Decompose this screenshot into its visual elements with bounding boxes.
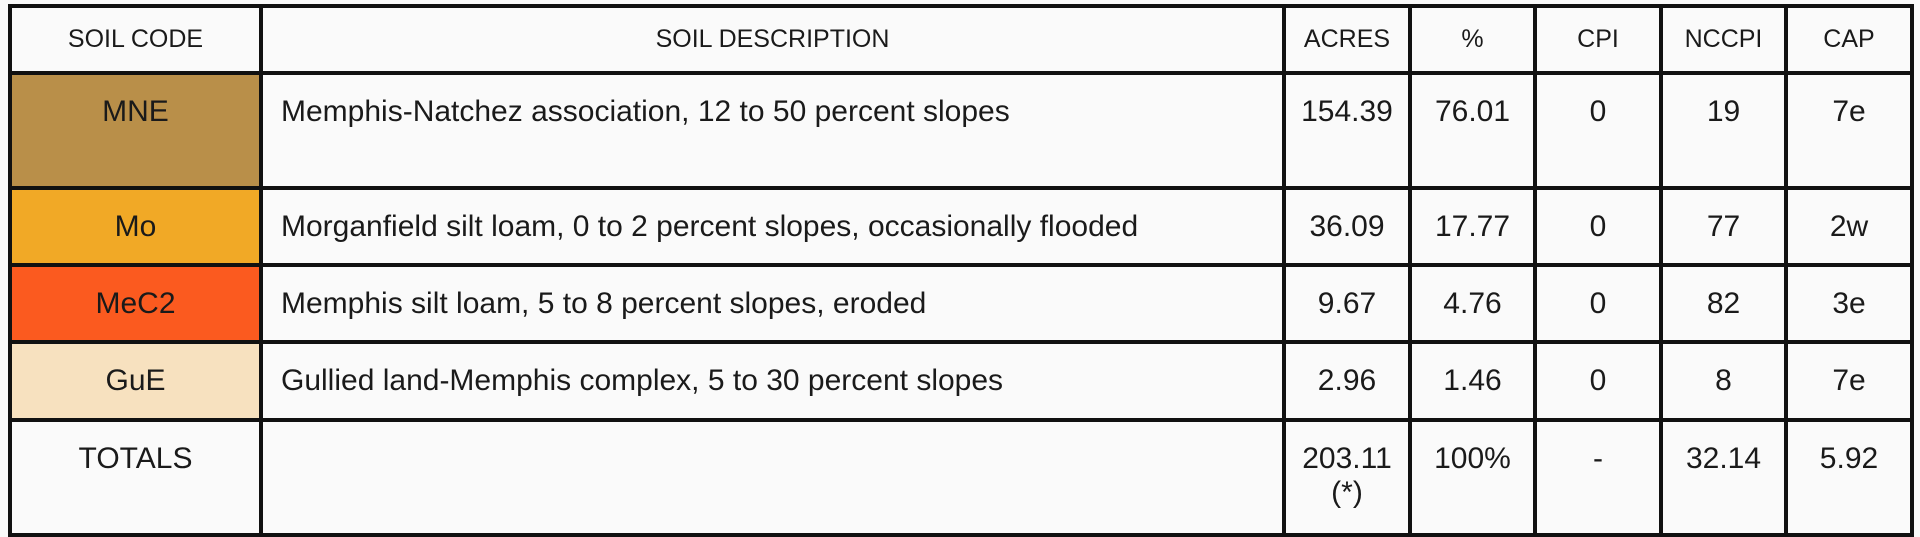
soil-code-cell: Mo (8, 186, 263, 267)
soil-description-cell: Morganfield silt loam, 0 to 2 percent sl… (259, 186, 1286, 267)
nccpi-cell: 8 (1659, 340, 1788, 422)
cpi-cell: 0 (1533, 71, 1663, 190)
totals-nccpi: 32.14 (1659, 418, 1788, 537)
totals-cap: 5.92 (1784, 418, 1914, 537)
soil-description-cell: Gullied land-Memphis complex, 5 to 30 pe… (259, 340, 1286, 422)
soil-description-cell: Memphis silt loam, 5 to 8 percent slopes… (259, 263, 1286, 344)
table-row: GuE Gullied land-Memphis complex, 5 to 3… (8, 340, 1914, 422)
cap-cell: 3e (1784, 263, 1914, 344)
soil-code-cell: MeC2 (8, 263, 263, 344)
acres-cell: 9.67 (1282, 263, 1412, 344)
header-nccpi: NCCPI (1659, 4, 1788, 75)
percent-cell: 1.46 (1408, 340, 1537, 422)
header-percent: % (1408, 4, 1537, 75)
totals-cpi: - (1533, 418, 1663, 537)
percent-cell: 4.76 (1408, 263, 1537, 344)
totals-acres: 203.11(*) (1282, 418, 1412, 537)
header-acres: ACRES (1282, 4, 1412, 75)
soil-code-cell: GuE (8, 340, 263, 422)
acres-cell: 154.39 (1282, 71, 1412, 190)
table-row: Mo Morganfield silt loam, 0 to 2 percent… (8, 186, 1914, 267)
header-row: SOIL CODE SOIL DESCRIPTION ACRES % CPI N… (8, 4, 1914, 75)
totals-description (259, 418, 1286, 537)
nccpi-cell: 19 (1659, 71, 1788, 190)
header-cap: CAP (1784, 4, 1914, 75)
cap-cell: 7e (1784, 71, 1914, 190)
percent-cell: 17.77 (1408, 186, 1537, 267)
soil-description-cell: Memphis-Natchez association, 12 to 50 pe… (259, 71, 1286, 190)
nccpi-cell: 82 (1659, 263, 1788, 344)
cpi-cell: 0 (1533, 263, 1663, 344)
acres-cell: 2.96 (1282, 340, 1412, 422)
table-row: MeC2 Memphis silt loam, 5 to 8 percent s… (8, 263, 1914, 344)
cpi-cell: 0 (1533, 340, 1663, 422)
totals-percent: 100% (1408, 418, 1537, 537)
header-soil-description: SOIL DESCRIPTION (259, 4, 1286, 75)
percent-cell: 76.01 (1408, 71, 1537, 190)
cap-cell: 7e (1784, 340, 1914, 422)
cpi-cell: 0 (1533, 186, 1663, 267)
totals-label: TOTALS (8, 418, 263, 537)
nccpi-cell: 77 (1659, 186, 1788, 267)
cap-cell: 2w (1784, 186, 1914, 267)
table-row: MNE Memphis-Natchez association, 12 to 5… (8, 71, 1914, 190)
soil-table: SOIL CODE SOIL DESCRIPTION ACRES % CPI N… (8, 4, 1914, 537)
totals-row: TOTALS 203.11(*) 100% - 32.14 5.92 (8, 418, 1914, 537)
acres-cell: 36.09 (1282, 186, 1412, 267)
header-cpi: CPI (1533, 4, 1663, 75)
soil-code-cell: MNE (8, 71, 263, 190)
header-soil-code: SOIL CODE (8, 4, 263, 75)
